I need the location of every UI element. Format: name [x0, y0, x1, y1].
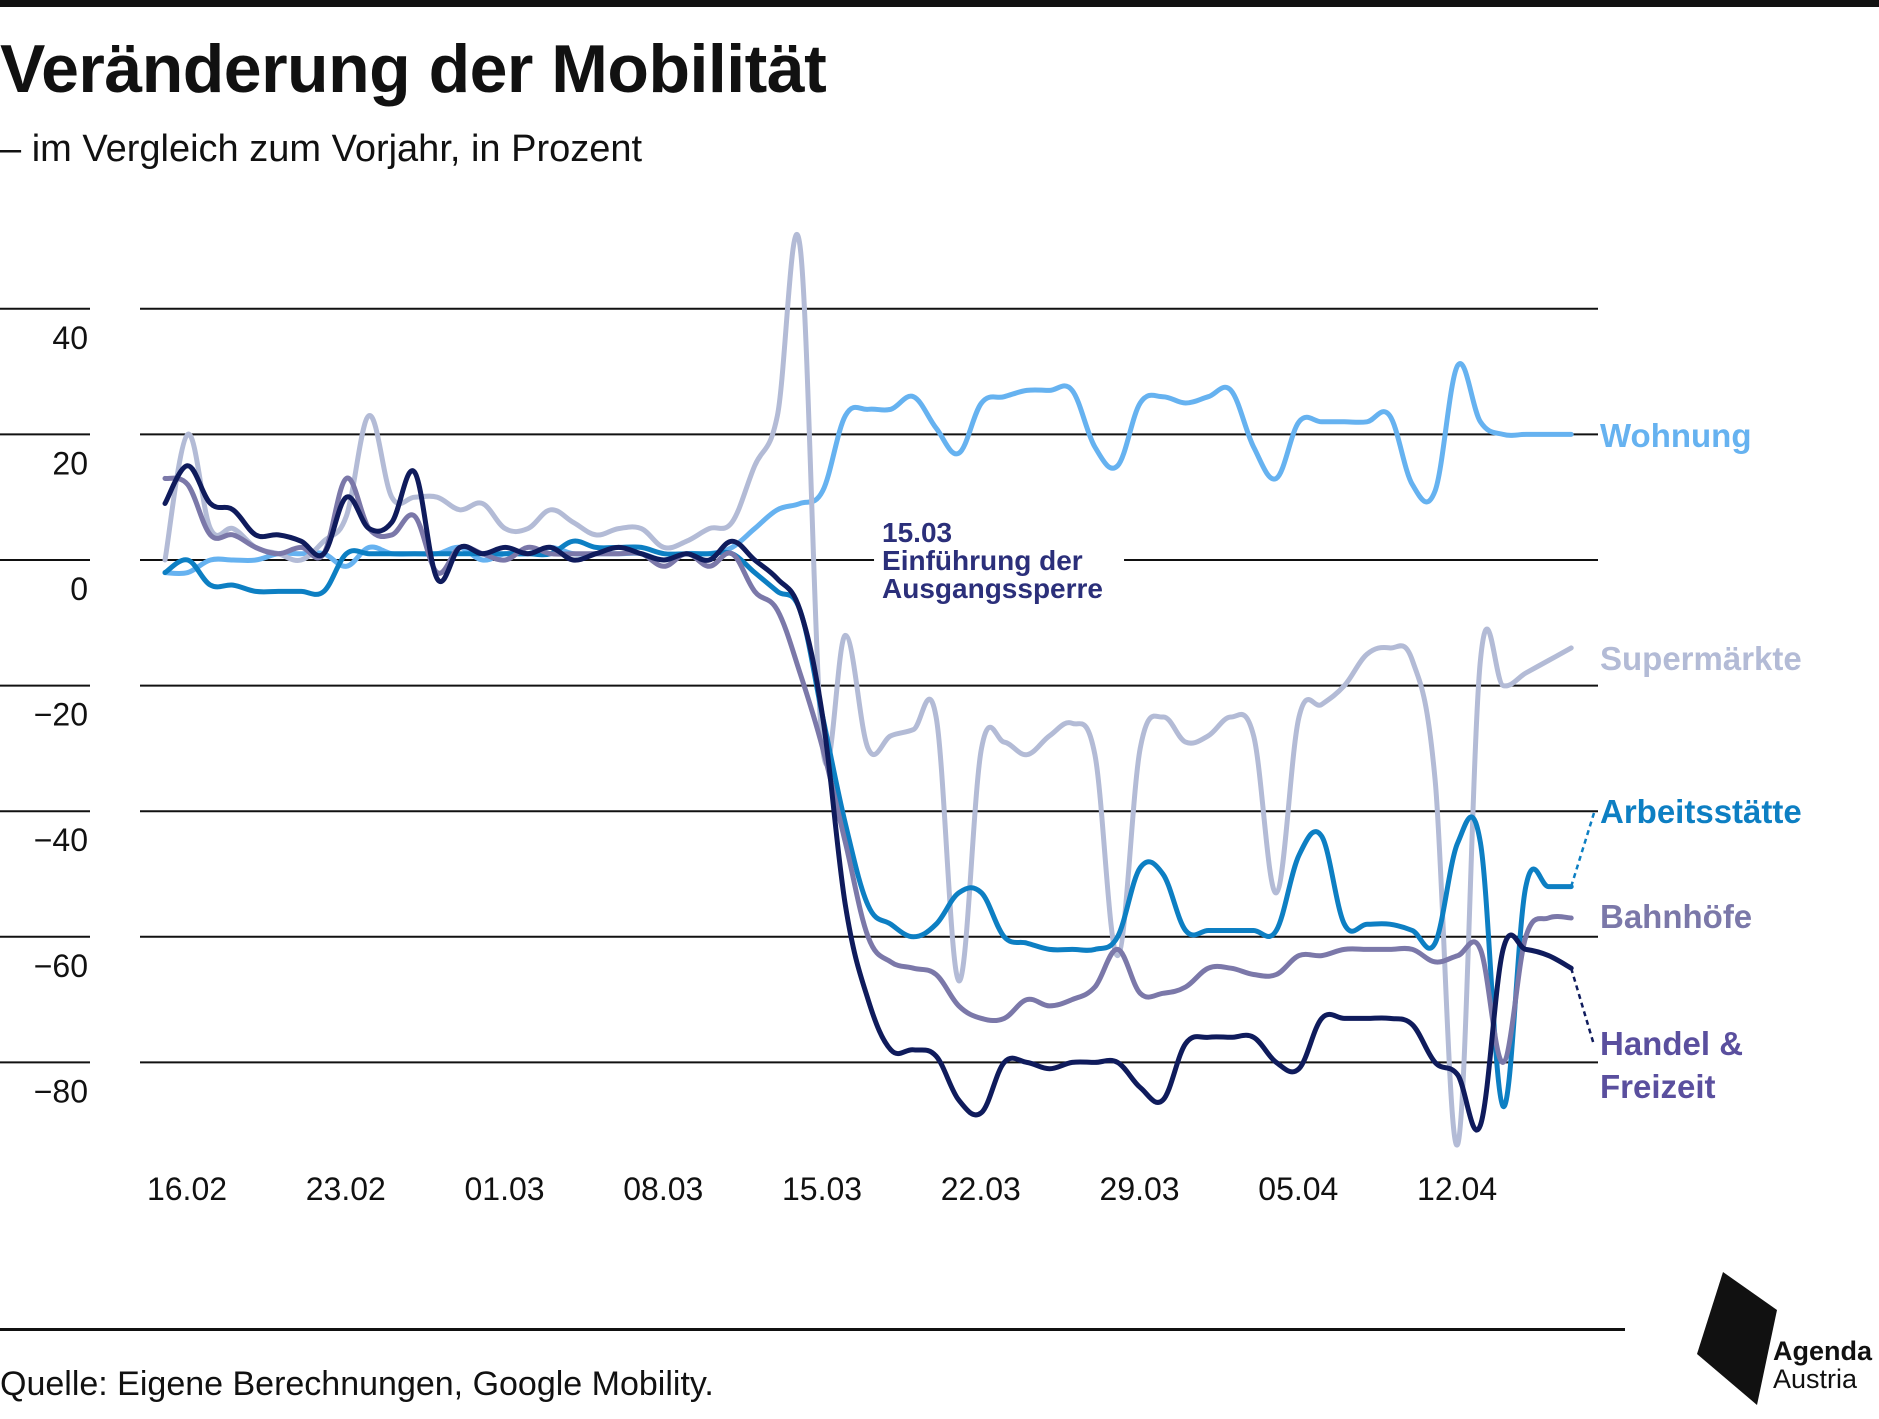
x-tick-label: 05.04 — [1258, 1171, 1338, 1207]
agenda-austria-logo: Agenda Austria — [1697, 1272, 1873, 1405]
annotation-backdrop — [874, 512, 1125, 604]
series-label: Bahnhöfe — [1600, 898, 1752, 935]
chart-title: Veränderung der Mobilität — [0, 31, 827, 107]
x-tick-label: 08.03 — [623, 1171, 703, 1207]
y-tick-label: −20 — [34, 697, 88, 733]
y-tick-label: −40 — [34, 822, 88, 858]
annotation-text: Einführung der — [882, 545, 1083, 576]
y-tick-label: −80 — [34, 1073, 88, 1109]
top-rule — [0, 0, 1879, 7]
label-connector — [1569, 967, 1596, 1046]
series-line — [162, 361, 1574, 577]
logo-text-agenda: Agenda — [1773, 1336, 1873, 1366]
x-tick-label: 12.04 — [1417, 1171, 1497, 1207]
chart-subtitle: – im Vergleich zum Vorjahr, in Prozent — [0, 128, 643, 170]
series-line — [162, 232, 1574, 1148]
x-tick-label: 29.03 — [1100, 1171, 1180, 1207]
series-label: Supermärkte — [1600, 640, 1802, 677]
label-connector — [1569, 812, 1596, 887]
series-labels: Wohnung Supermärkte Arbeitsstätte Bahnhöfe H… — [1569, 417, 1802, 1105]
x-axis-ticks: 16.02 23.02 01.03 08.03 15.03 22.03 29.03 05.04… — [147, 1171, 1497, 1207]
series-lines — [162, 232, 1574, 1148]
logo-shape-icon — [1697, 1272, 1777, 1405]
series-label: Wohnung — [1600, 417, 1752, 454]
y-tick-label: 0 — [70, 571, 88, 607]
y-tick-label: 40 — [52, 320, 88, 356]
series-label: Freizeit — [1600, 1068, 1716, 1105]
x-tick-label: 23.02 — [306, 1171, 386, 1207]
y-tick-label: −60 — [34, 948, 88, 984]
x-tick-label: 16.02 — [147, 1171, 227, 1207]
source-note: Quelle: Eigene Berechnungen, Google Mobi… — [0, 1365, 714, 1403]
logo-text-austria: Austria — [1773, 1364, 1858, 1394]
series-line — [162, 475, 1574, 1065]
gridlines — [0, 307, 1598, 1064]
series-line — [162, 463, 1574, 1133]
series-line — [162, 538, 1574, 1109]
y-tick-label: 20 — [52, 445, 88, 481]
x-tick-label: 22.03 — [941, 1171, 1021, 1207]
bottom-rule — [0, 1328, 1625, 1331]
series-label: Arbeitsstätte — [1600, 793, 1802, 830]
annotation-text: 15.03 — [882, 517, 952, 548]
x-tick-label: 01.03 — [464, 1171, 544, 1207]
annotation-text: Ausgangssperre — [882, 573, 1103, 604]
y-axis-ticks: 40 20 0 −20 −40 −60 −80 — [34, 320, 88, 1110]
series-label: Handel & — [1600, 1025, 1743, 1062]
x-tick-label: 15.03 — [782, 1171, 862, 1207]
